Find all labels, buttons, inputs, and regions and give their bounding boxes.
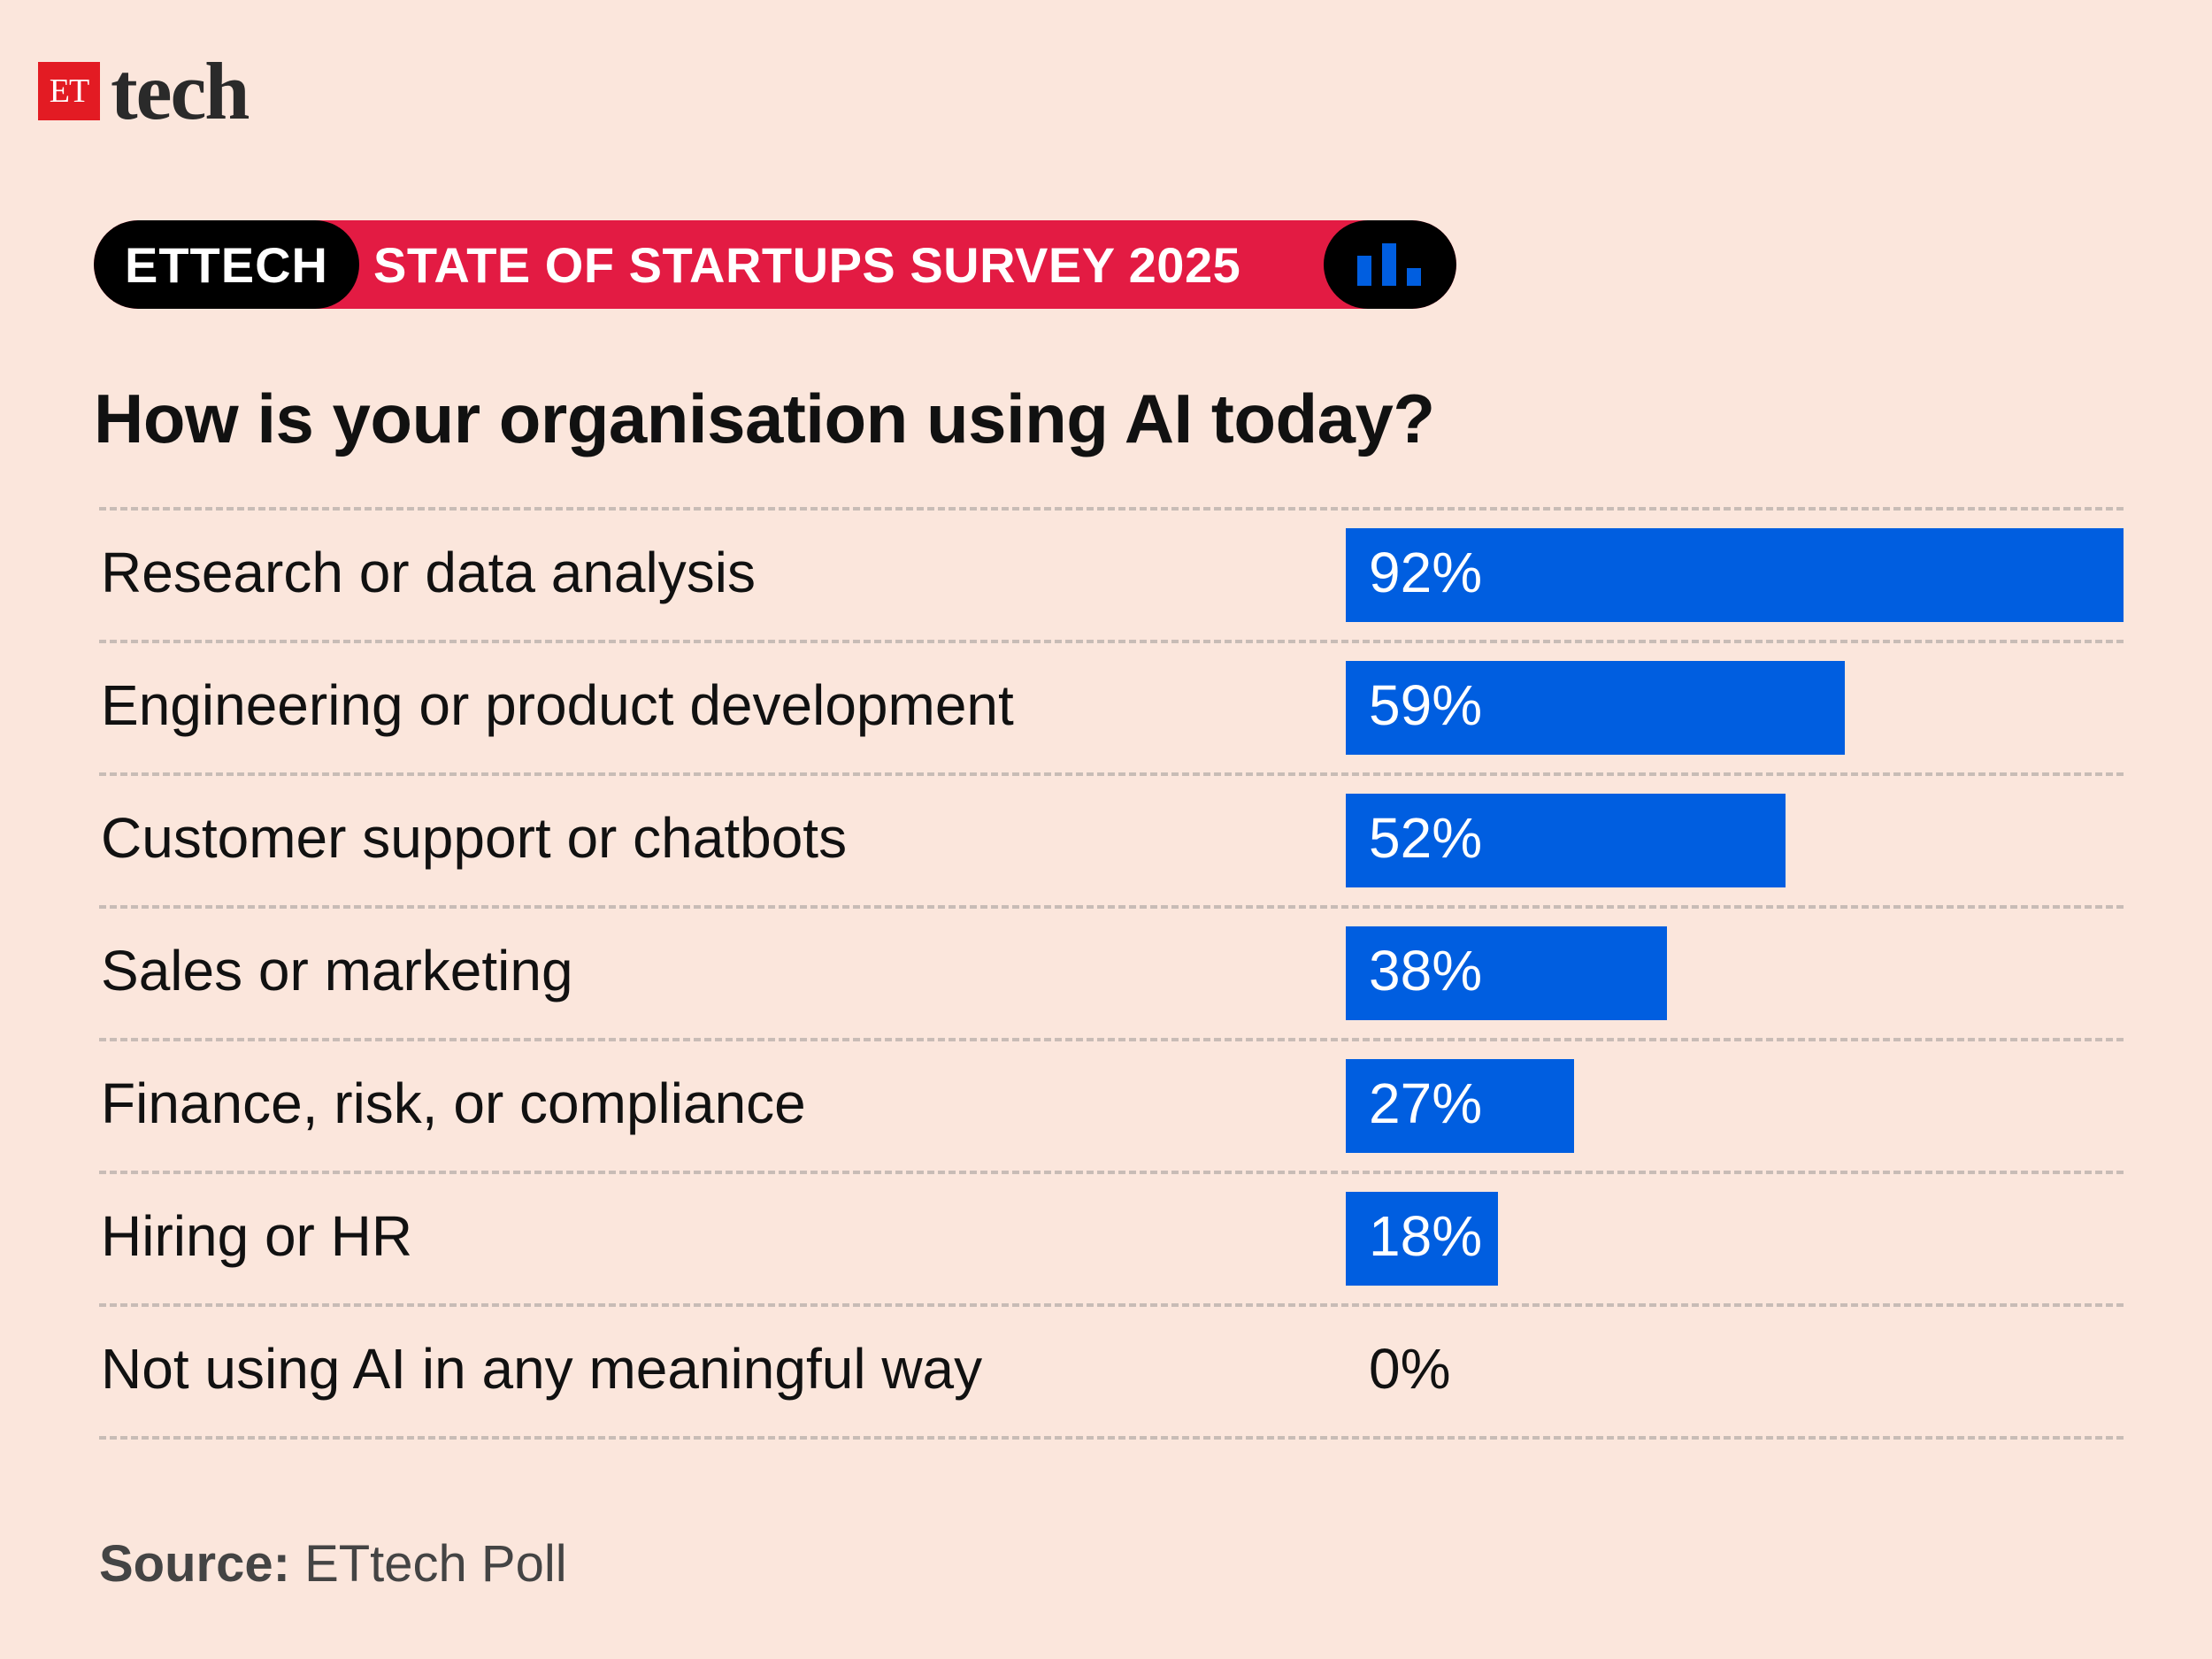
value-label: 59%	[1369, 673, 1483, 737]
bar	[1346, 1192, 1498, 1286]
category-label: Finance, risk, or compliance	[101, 1071, 806, 1135]
row-divider	[99, 1171, 2124, 1174]
row-divider	[99, 1436, 2124, 1440]
value-label: 0%	[1369, 1337, 1451, 1401]
category-label: Research or data analysis	[101, 541, 756, 604]
bar	[1346, 661, 1845, 755]
source-note: Source: ETtech Poll	[99, 1534, 567, 1594]
logo-mark: ET	[38, 62, 100, 120]
category-label: Customer support or chatbots	[101, 806, 848, 870]
row-divider	[99, 1038, 2124, 1041]
category-label: Engineering or product development	[101, 673, 1014, 737]
category-label: Not using AI in any meaningful way	[101, 1337, 983, 1401]
source-text: ETtech Poll	[289, 1535, 567, 1593]
value-label: 52%	[1369, 806, 1483, 870]
category-label: Sales or marketing	[101, 939, 573, 1002]
row-divider	[99, 772, 2124, 776]
banner-title: STATE OF STARTUPS SURVEY 2025	[373, 236, 1241, 293]
bar	[1346, 926, 1667, 1020]
bar	[1346, 528, 2124, 622]
row-divider	[99, 905, 2124, 909]
chart-title: How is your organisation using AI today?	[94, 380, 1435, 457]
row-divider	[99, 640, 2124, 643]
survey-banner: ETTECH STATE OF STARTUPS SURVEY 2025	[94, 220, 1456, 309]
bar	[1346, 794, 1786, 887]
category-label: Hiring or HR	[101, 1204, 413, 1268]
bar	[1346, 1059, 1574, 1153]
source-label: Source:	[99, 1535, 290, 1593]
banner-icon-pill	[1324, 220, 1456, 309]
value-label: 38%	[1369, 939, 1483, 1002]
value-label: 18%	[1369, 1204, 1483, 1268]
logo-word: tech	[111, 46, 250, 136]
value-label: 92%	[1369, 541, 1483, 604]
banner-brand: ETTECH	[94, 220, 359, 309]
ettech-logo: ET tech	[38, 46, 250, 136]
value-label: 27%	[1369, 1071, 1483, 1135]
row-divider	[99, 1303, 2124, 1307]
row-divider	[99, 507, 2124, 511]
bar-chart-icon	[1357, 243, 1421, 286]
